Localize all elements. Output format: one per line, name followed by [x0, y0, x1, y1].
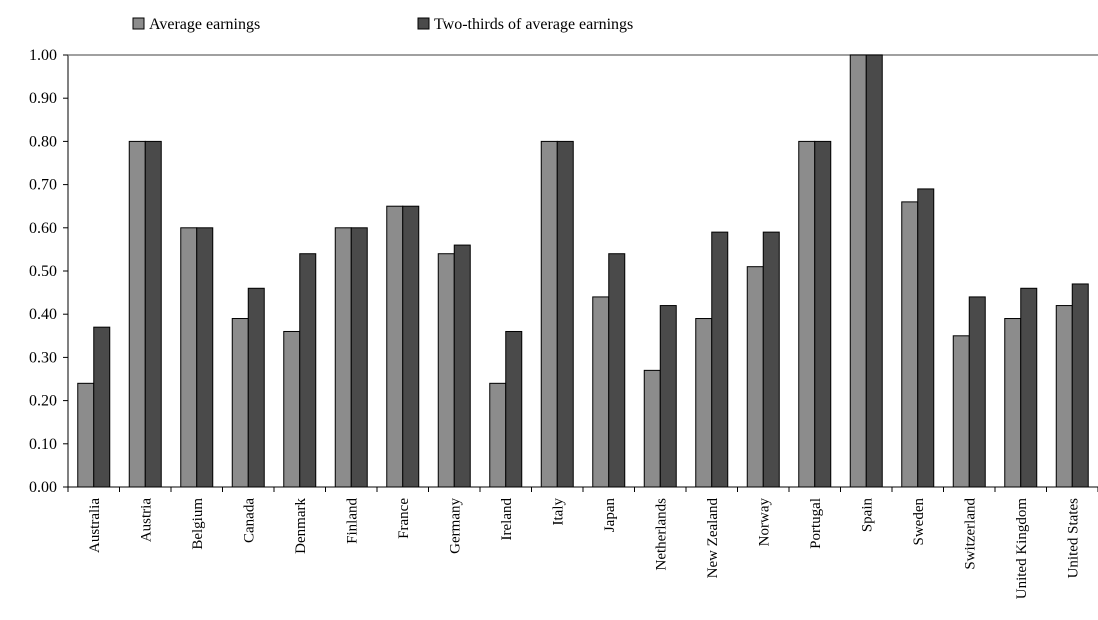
bar: [489, 382, 507, 488]
bar: [540, 140, 558, 488]
x-tick-label: Norway: [756, 498, 772, 547]
x-tick-label: Spain: [859, 498, 875, 533]
x-axis: Australia Austria Belgium Canada Denmark Finl…: [67, 486, 1098, 600]
bar: [968, 296, 986, 488]
legend-label: Average earnings: [149, 16, 260, 33]
bar: [128, 140, 146, 488]
x-tick-label: Germany: [447, 498, 463, 554]
x-tick-label: United Kingdom: [1014, 498, 1030, 600]
bar: [695, 318, 713, 488]
bar: [814, 140, 832, 488]
bar: [643, 369, 661, 488]
x-tick-label: Australia: [87, 498, 103, 553]
bar: [901, 201, 919, 488]
x-tick-label: Japan: [602, 498, 618, 533]
y-tick-label: 0.30: [29, 349, 57, 366]
x-tick-label: Switzerland: [962, 498, 978, 570]
bar: [746, 266, 764, 488]
x-tick-label: Finland: [344, 498, 360, 544]
x-tick-label: Portugal: [808, 498, 824, 549]
bar: [865, 54, 883, 488]
bar: [556, 140, 574, 488]
bar: [1071, 283, 1089, 488]
bar: [1004, 318, 1022, 488]
bar: [196, 227, 214, 488]
bar: [402, 205, 420, 488]
y-tick-label: 0.90: [29, 90, 57, 107]
bar: [762, 231, 780, 488]
bar: [247, 287, 265, 488]
x-tick-label: United States: [1065, 498, 1081, 579]
bar: [283, 330, 301, 488]
bar: [437, 253, 455, 488]
x-tick-label: France: [396, 498, 412, 539]
bar: [453, 244, 471, 488]
y-tick-label: 0.80: [29, 133, 57, 150]
x-tick-label: Sweden: [911, 498, 927, 546]
bar: [334, 227, 352, 488]
bar: [231, 318, 249, 488]
y-tick-label: 0.00: [29, 479, 57, 496]
y-axis: 0.00 0.10 0.20 0.30 0.40 0.50 0.60 0.70 0.80 0.90…: [29, 47, 1098, 496]
y-tick-label: 0.60: [29, 220, 57, 237]
bar: [608, 253, 626, 488]
x-tick-label: Netherlands: [653, 498, 669, 571]
bar: [1055, 305, 1073, 488]
x-tick-label: Belgium: [190, 498, 206, 550]
x-tick-label: Italy: [550, 498, 566, 526]
bar: [93, 326, 111, 488]
bar: [180, 227, 198, 488]
legend-swatch: [417, 17, 430, 30]
y-tick-label: 0.50: [29, 263, 57, 280]
legend-swatch: [132, 17, 145, 30]
legend: Average earnings Two-thirds of average ea…: [132, 16, 633, 33]
legend-label: Two-thirds of average earnings: [434, 16, 633, 33]
bar: [952, 335, 970, 488]
bars: [77, 54, 1089, 488]
bar: [917, 188, 935, 488]
x-tick-label: Canada: [241, 498, 257, 543]
bar: [505, 330, 523, 488]
x-tick-label: Ireland: [499, 498, 515, 541]
bar: [350, 227, 368, 488]
y-tick-label: 0.70: [29, 177, 57, 194]
y-tick-label: 1.00: [29, 47, 57, 64]
bar: [711, 231, 729, 488]
bar: [798, 140, 816, 488]
x-tick-label: Denmark: [293, 498, 309, 554]
x-tick-label: Austria: [138, 498, 154, 543]
bar: [144, 140, 162, 488]
x-tick-label: New Zealand: [705, 498, 721, 579]
bar: [1020, 287, 1038, 488]
bar: [386, 205, 404, 488]
bar: [592, 296, 610, 488]
bar: [849, 54, 867, 488]
y-tick-label: 0.20: [29, 393, 57, 410]
bar: [299, 253, 317, 488]
bar: [659, 305, 677, 488]
y-tick-label: 0.10: [29, 436, 57, 453]
y-tick-label: 0.40: [29, 306, 57, 323]
bar: [77, 382, 95, 488]
